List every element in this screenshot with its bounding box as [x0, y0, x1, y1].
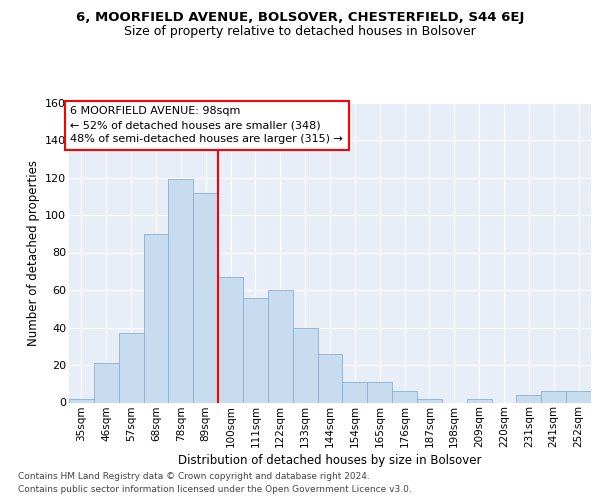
Bar [218, 277, 243, 402]
Bar [517, 395, 541, 402]
Text: 6 MOORFIELD AVENUE: 98sqm
← 52% of detached houses are smaller (348)
48% of semi: 6 MOORFIELD AVENUE: 98sqm ← 52% of detac… [70, 106, 343, 144]
X-axis label: Distribution of detached houses by size in Bolsover: Distribution of detached houses by size … [178, 454, 482, 468]
Bar [566, 391, 591, 402]
Bar [94, 363, 119, 403]
Bar [143, 234, 169, 402]
Bar [367, 382, 392, 402]
Text: 6, MOORFIELD AVENUE, BOLSOVER, CHESTERFIELD, S44 6EJ: 6, MOORFIELD AVENUE, BOLSOVER, CHESTERFI… [76, 11, 524, 24]
Bar [69, 399, 94, 402]
Text: Size of property relative to detached houses in Bolsover: Size of property relative to detached ho… [124, 25, 476, 38]
Bar [343, 382, 367, 402]
Bar [541, 391, 566, 402]
Text: Contains HM Land Registry data © Crown copyright and database right 2024.: Contains HM Land Registry data © Crown c… [18, 472, 370, 481]
Text: Contains public sector information licensed under the Open Government Licence v3: Contains public sector information licen… [18, 485, 412, 494]
Bar [392, 391, 417, 402]
Bar [467, 399, 491, 402]
Bar [243, 298, 268, 403]
Bar [193, 192, 218, 402]
Bar [119, 333, 143, 402]
Y-axis label: Number of detached properties: Number of detached properties [26, 160, 40, 346]
Bar [293, 328, 317, 402]
Bar [317, 354, 343, 403]
Bar [417, 399, 442, 402]
Bar [169, 180, 193, 402]
Bar [268, 290, 293, 403]
